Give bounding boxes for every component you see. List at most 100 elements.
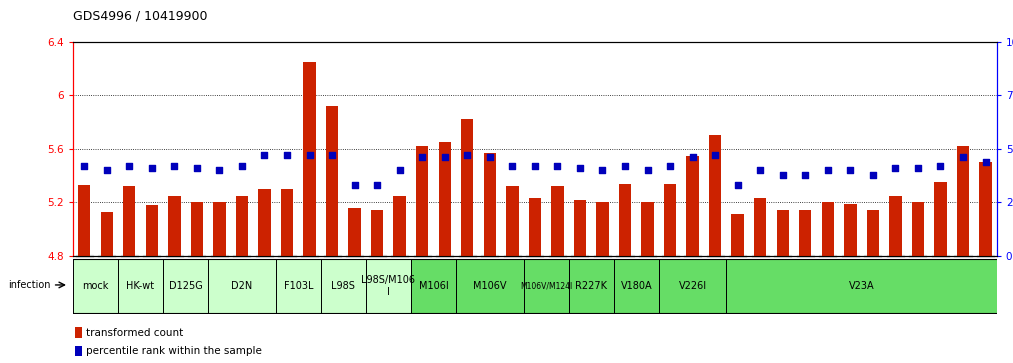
Bar bbox=[348, 208, 361, 256]
Point bbox=[212, 167, 228, 173]
Point bbox=[865, 172, 881, 178]
Bar bbox=[573, 200, 587, 256]
Point bbox=[234, 163, 250, 169]
Bar bbox=[799, 211, 811, 256]
Bar bbox=[664, 184, 677, 256]
Bar bbox=[731, 215, 744, 256]
FancyBboxPatch shape bbox=[568, 259, 614, 313]
FancyBboxPatch shape bbox=[726, 259, 997, 313]
FancyBboxPatch shape bbox=[208, 259, 276, 313]
Point bbox=[685, 155, 701, 160]
Bar bbox=[236, 196, 248, 256]
Bar bbox=[709, 135, 721, 256]
Point bbox=[571, 165, 588, 171]
FancyBboxPatch shape bbox=[524, 259, 568, 313]
Point bbox=[527, 163, 543, 169]
Point bbox=[144, 165, 160, 171]
Point bbox=[122, 163, 138, 169]
Text: GDS4996 / 10419900: GDS4996 / 10419900 bbox=[73, 9, 208, 22]
Point bbox=[504, 163, 521, 169]
Point bbox=[459, 152, 475, 158]
Point bbox=[482, 155, 498, 160]
Text: V23A: V23A bbox=[849, 281, 874, 291]
Point bbox=[98, 167, 114, 173]
Bar bbox=[461, 119, 473, 256]
Bar bbox=[393, 196, 406, 256]
Text: mock: mock bbox=[82, 281, 108, 291]
Point bbox=[617, 163, 633, 169]
Text: HK-wt: HK-wt bbox=[127, 281, 155, 291]
Text: L98S/M106
I: L98S/M106 I bbox=[362, 275, 415, 297]
FancyBboxPatch shape bbox=[73, 259, 118, 313]
Point bbox=[76, 163, 92, 169]
Point bbox=[910, 165, 926, 171]
Point bbox=[797, 172, 813, 178]
Bar bbox=[844, 204, 857, 256]
Bar bbox=[78, 185, 90, 256]
FancyBboxPatch shape bbox=[321, 259, 366, 313]
Point bbox=[414, 155, 431, 160]
Point bbox=[346, 182, 363, 188]
Text: infection: infection bbox=[8, 280, 51, 290]
Point bbox=[775, 172, 791, 178]
FancyBboxPatch shape bbox=[118, 259, 163, 313]
FancyBboxPatch shape bbox=[456, 259, 524, 313]
Bar bbox=[889, 196, 902, 256]
Text: D2N: D2N bbox=[231, 281, 252, 291]
Bar bbox=[75, 327, 82, 338]
Point bbox=[639, 167, 655, 173]
Text: M106I: M106I bbox=[418, 281, 449, 291]
Bar bbox=[75, 346, 82, 356]
FancyBboxPatch shape bbox=[614, 259, 658, 313]
FancyBboxPatch shape bbox=[658, 259, 726, 313]
FancyBboxPatch shape bbox=[276, 259, 321, 313]
Point bbox=[549, 163, 565, 169]
Point bbox=[595, 167, 611, 173]
FancyBboxPatch shape bbox=[411, 259, 456, 313]
Point bbox=[392, 167, 408, 173]
Point bbox=[887, 165, 904, 171]
Point bbox=[279, 152, 295, 158]
Bar bbox=[123, 186, 136, 256]
Text: F103L: F103L bbox=[284, 281, 313, 291]
Point bbox=[166, 163, 182, 169]
Bar bbox=[687, 155, 699, 256]
Point bbox=[661, 163, 678, 169]
Bar bbox=[957, 146, 969, 256]
Bar bbox=[371, 211, 383, 256]
Point bbox=[842, 167, 858, 173]
Text: R227K: R227K bbox=[575, 281, 607, 291]
Point bbox=[437, 155, 453, 160]
Text: V226I: V226I bbox=[679, 281, 707, 291]
Bar bbox=[912, 202, 924, 256]
Bar bbox=[416, 146, 428, 256]
Bar bbox=[483, 153, 496, 256]
Bar bbox=[303, 62, 316, 256]
Point bbox=[188, 165, 205, 171]
Text: percentile rank within the sample: percentile rank within the sample bbox=[86, 346, 261, 356]
Point bbox=[820, 167, 836, 173]
FancyBboxPatch shape bbox=[163, 259, 208, 313]
Bar bbox=[258, 189, 270, 256]
Bar bbox=[326, 106, 338, 256]
Text: D125G: D125G bbox=[169, 281, 203, 291]
Bar bbox=[822, 202, 834, 256]
Bar bbox=[551, 186, 563, 256]
Text: M106V/M124I: M106V/M124I bbox=[520, 281, 572, 290]
Bar bbox=[641, 202, 653, 256]
Bar bbox=[980, 162, 992, 256]
Bar bbox=[619, 184, 631, 256]
Bar bbox=[439, 142, 451, 256]
Text: V180A: V180A bbox=[620, 281, 652, 291]
Point bbox=[955, 155, 971, 160]
Point bbox=[932, 163, 948, 169]
FancyBboxPatch shape bbox=[366, 259, 411, 313]
Bar bbox=[934, 182, 947, 256]
Bar bbox=[867, 211, 879, 256]
Bar bbox=[190, 202, 203, 256]
Bar bbox=[529, 198, 541, 256]
Point bbox=[707, 152, 723, 158]
Text: M106V: M106V bbox=[473, 281, 506, 291]
Point bbox=[324, 152, 340, 158]
Bar bbox=[146, 205, 158, 256]
